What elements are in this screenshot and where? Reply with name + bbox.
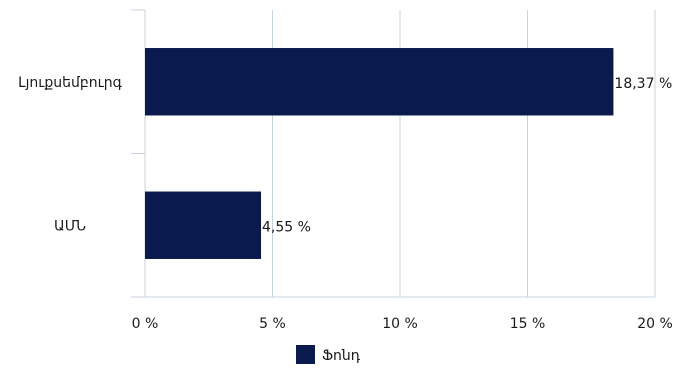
x-tick-label: 5 % [259,316,286,332]
bars [145,48,614,259]
x-tick-label: 10 % [382,316,418,332]
bar [145,191,262,259]
x-tick-label: 15 % [510,316,546,332]
legend-swatch [296,345,315,364]
labels: 0 % 5 % 10 % 15 % 20 % Լյուքսեմբուրգ 18,37 % ԱՄ… [18,75,673,332]
x-tick-label: 20 % [637,316,673,332]
legend-label: Ֆոնդ [322,348,361,364]
legend: Ֆոնդ [296,345,361,364]
data-label: 4,55 % [262,219,311,235]
category-label: Լյուքսեմբուրգ [18,75,122,91]
x-tick-label: 0 % [132,316,159,332]
bar [145,48,614,116]
data-label: 18,37 % [614,76,672,92]
category-label: ԱՄՆ [54,218,86,234]
